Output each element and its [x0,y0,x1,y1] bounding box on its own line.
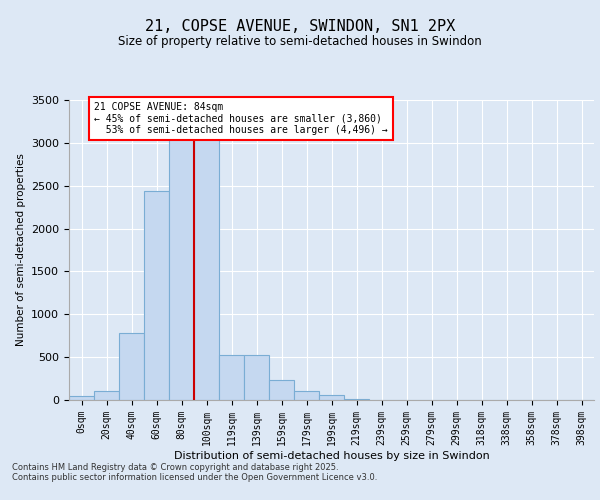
Bar [69,396,94,400]
Bar [94,392,119,400]
Text: 21 COPSE AVENUE: 84sqm
← 45% of semi-detached houses are smaller (3,860)
  53% o: 21 COPSE AVENUE: 84sqm ← 45% of semi-det… [94,102,388,135]
Bar [269,380,294,400]
Bar [169,122,194,400]
Bar [319,395,344,400]
Bar [119,333,144,400]
Text: Contains HM Land Registry data © Crown copyright and database right 2025.
Contai: Contains HM Land Registry data © Crown c… [12,463,377,482]
Y-axis label: Number of semi-detached properties: Number of semi-detached properties [16,154,26,346]
X-axis label: Distribution of semi-detached houses by size in Swindon: Distribution of semi-detached houses by … [173,450,490,460]
Bar [294,390,319,400]
Text: 21, COPSE AVENUE, SWINDON, SN1 2PX: 21, COPSE AVENUE, SWINDON, SN1 2PX [145,19,455,34]
Bar [144,191,169,400]
Bar [244,354,269,400]
Bar [219,354,244,400]
Text: Size of property relative to semi-detached houses in Swindon: Size of property relative to semi-detach… [118,35,482,48]
Bar [344,399,369,400]
Bar [194,122,219,400]
